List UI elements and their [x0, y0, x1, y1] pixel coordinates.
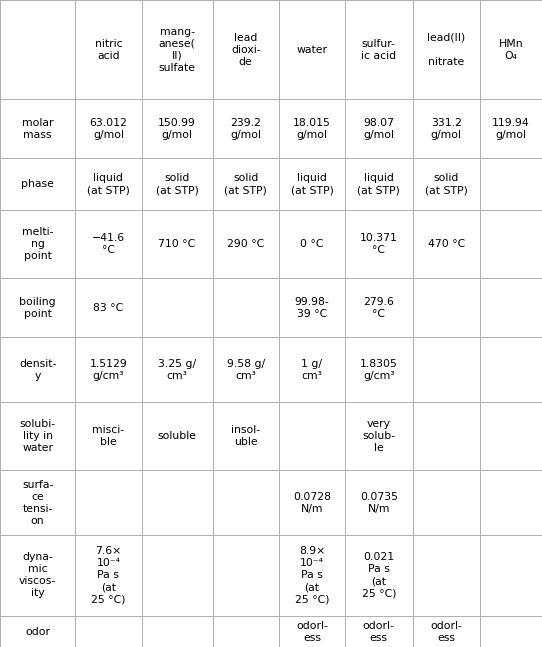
Text: 1.5129
g/cm³: 1.5129 g/cm³ [89, 358, 127, 380]
Text: 1.8305
g/cm³: 1.8305 g/cm³ [360, 358, 398, 380]
Text: melti-
ng
point: melti- ng point [22, 227, 54, 261]
Text: water: water [296, 45, 327, 54]
Text: solid
(at STP): solid (at STP) [224, 173, 267, 195]
Text: densit-
y: densit- y [19, 358, 56, 380]
Text: 239.2
g/mol: 239.2 g/mol [230, 118, 261, 140]
Text: 0.0728
N/m: 0.0728 N/m [293, 492, 331, 514]
Text: nitric
acid: nitric acid [95, 39, 122, 61]
Text: 3.25 g/
cm³: 3.25 g/ cm³ [158, 358, 196, 380]
Text: solid
(at STP): solid (at STP) [156, 173, 198, 195]
Text: 7.6×
10⁻⁴
Pa s
(at
25 °C): 7.6× 10⁻⁴ Pa s (at 25 °C) [91, 547, 126, 604]
Text: HMn
O₄: HMn O₄ [499, 39, 523, 61]
Text: phase: phase [21, 179, 54, 189]
Text: mang-
anese(
II)
sulfate: mang- anese( II) sulfate [159, 27, 196, 72]
Text: 150.99
g/mol: 150.99 g/mol [158, 118, 196, 140]
Text: lead(II)

nitrate: lead(II) nitrate [427, 32, 466, 67]
Text: 8.9×
10⁻⁴
Pa s
(at
25 °C): 8.9× 10⁻⁴ Pa s (at 25 °C) [295, 547, 329, 604]
Text: 331.2
g/mol: 331.2 g/mol [431, 118, 462, 140]
Text: odor: odor [25, 626, 50, 637]
Text: 0 °C: 0 °C [300, 239, 324, 249]
Text: molar
mass: molar mass [22, 118, 54, 140]
Text: odorl-
ess: odorl- ess [430, 620, 462, 642]
Text: odorl-
ess: odorl- ess [296, 620, 328, 642]
Text: solid
(at STP): solid (at STP) [425, 173, 468, 195]
Text: 63.012
g/mol: 63.012 g/mol [89, 118, 127, 140]
Text: surfa-
ce
tensi-
on: surfa- ce tensi- on [22, 479, 53, 525]
Text: boiling
point: boiling point [20, 297, 56, 319]
Text: insol-
uble: insol- uble [231, 425, 260, 447]
Text: 1 g/
cm³: 1 g/ cm³ [301, 358, 322, 380]
Text: solubi-
lity in
water: solubi- lity in water [20, 419, 56, 453]
Text: 9.58 g/
cm³: 9.58 g/ cm³ [227, 358, 265, 380]
Text: very
solub-
le: very solub- le [362, 419, 395, 453]
Text: −41.6
°C: −41.6 °C [92, 233, 125, 255]
Text: odorl-
ess: odorl- ess [363, 620, 395, 642]
Text: 279.6
°C: 279.6 °C [363, 297, 394, 319]
Text: 99.98-
39 °C: 99.98- 39 °C [294, 297, 330, 319]
Text: 0.0735
N/m: 0.0735 N/m [360, 492, 398, 514]
Text: liquid
(at STP): liquid (at STP) [291, 173, 333, 195]
Text: 290 °C: 290 °C [227, 239, 264, 249]
Text: soluble: soluble [158, 431, 197, 441]
Text: misci-
ble: misci- ble [92, 425, 125, 447]
Text: 18.015
g/mol: 18.015 g/mol [293, 118, 331, 140]
Text: 710 °C: 710 °C [158, 239, 196, 249]
Text: 470 °C: 470 °C [428, 239, 465, 249]
Text: 119.94
g/mol: 119.94 g/mol [492, 118, 530, 140]
Text: 83 °C: 83 °C [93, 303, 124, 313]
Text: liquid
(at STP): liquid (at STP) [87, 173, 130, 195]
Text: dyna-
mic
viscos-
ity: dyna- mic viscos- ity [19, 553, 56, 598]
Text: 10.371
°C: 10.371 °C [360, 233, 398, 255]
Text: sulfur-
ic acid: sulfur- ic acid [361, 39, 396, 61]
Text: 0.021
Pa s
(at
25 °C): 0.021 Pa s (at 25 °C) [362, 553, 396, 598]
Text: liquid
(at STP): liquid (at STP) [357, 173, 400, 195]
Text: lead
dioxi-
de: lead dioxi- de [231, 32, 261, 67]
Text: 98.07
g/mol: 98.07 g/mol [363, 118, 394, 140]
